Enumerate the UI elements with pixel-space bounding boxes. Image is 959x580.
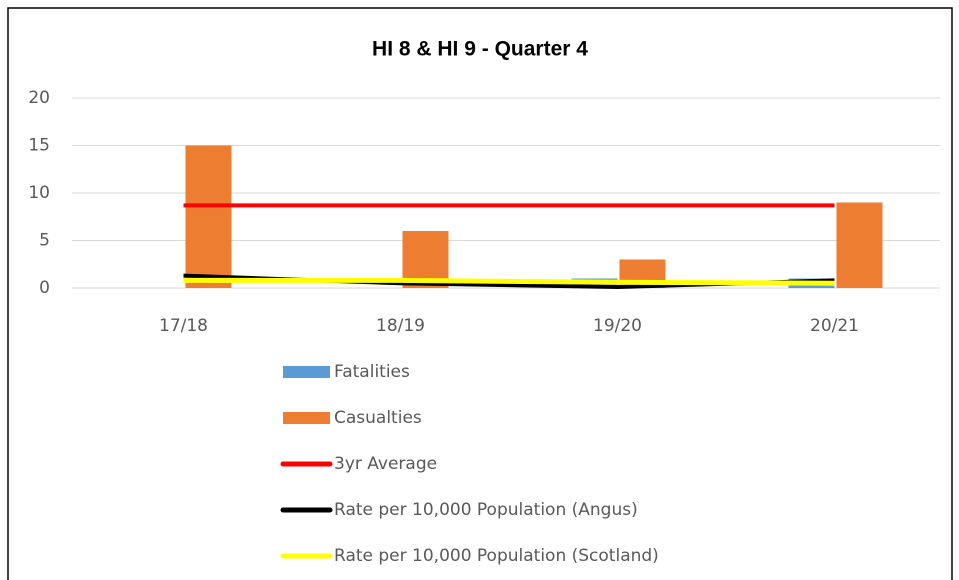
- x-tick-label: 18/19: [376, 316, 425, 336]
- y-tick-label: 10: [28, 183, 50, 203]
- y-tick-label: 5: [39, 231, 50, 251]
- y-tick-label: 15: [28, 136, 50, 156]
- legend-swatch: [283, 366, 330, 378]
- bar: [836, 202, 883, 288]
- chart-border: [7, 7, 953, 580]
- x-tick-label: 19/20: [593, 316, 642, 336]
- legend-label: 3yr Average: [334, 454, 437, 474]
- bar: [185, 145, 232, 288]
- legend-label: Casualties: [334, 408, 422, 428]
- y-tick-label: 20: [28, 88, 50, 108]
- x-tick-label: 17/18: [159, 316, 208, 336]
- line-series: [183, 277, 835, 286]
- x-tick-label: 20/21: [810, 316, 859, 336]
- legend-label: Rate per 10,000 Population (Scotland): [334, 546, 659, 566]
- chart-title: HI 8 & HI 9 - Quarter 4: [372, 38, 588, 61]
- y-tick-label: 0: [39, 278, 50, 298]
- legend-swatch: [283, 412, 330, 424]
- legend-label: Rate per 10,000 Population (Angus): [334, 500, 638, 520]
- legend-label: Fatalities: [334, 362, 410, 382]
